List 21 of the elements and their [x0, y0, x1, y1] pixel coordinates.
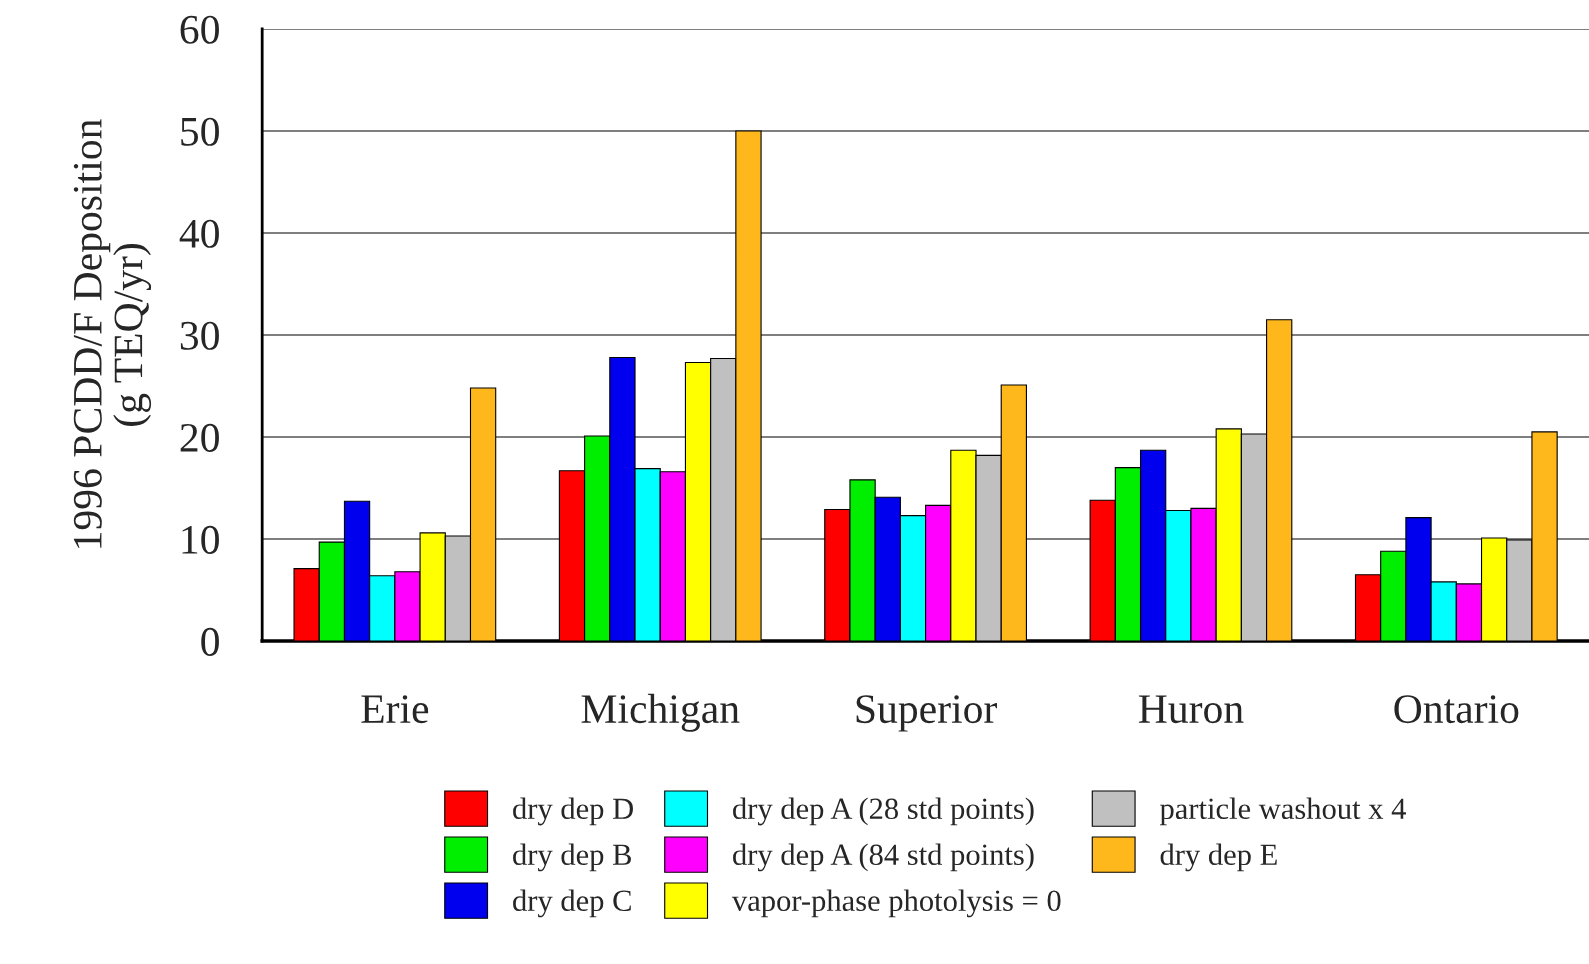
x-tick-label: Michigan — [581, 693, 740, 732]
y-tick-label: 50 — [181, 117, 219, 146]
y-tick-label: 40 — [179, 219, 219, 248]
y-tick-label: 60 — [180, 15, 219, 44]
x-tick-label: Erie — [361, 695, 429, 724]
x-tick-label: Ontario — [1394, 695, 1519, 724]
x-tick-label: Huron — [1138, 695, 1244, 724]
y-tick-label: 10 — [182, 525, 219, 554]
legend-label: dry dep A (84 std points) — [733, 843, 1034, 872]
legend-label: vapor-phase photolysis = 0 — [731, 889, 1061, 918]
legend-label: dry dep B — [513, 843, 631, 872]
y-axis-title: 1996 PCDD/F Deposition (g TEQ/yr) — [73, 119, 152, 548]
legend-label: particle washout x 4 — [1159, 797, 1406, 826]
x-tick-label: Superior — [856, 695, 997, 732]
legend-label: dry dep C — [513, 889, 631, 918]
y-tick-label: 20 — [180, 423, 219, 452]
y-tick-label: 30 — [180, 321, 219, 350]
legend-label: dry dep A (28 std points) — [733, 797, 1034, 826]
legend-label: dry dep D — [513, 797, 633, 826]
y-tick-label: 0 — [201, 627, 219, 656]
legend-label: dry dep E — [1160, 843, 1277, 872]
